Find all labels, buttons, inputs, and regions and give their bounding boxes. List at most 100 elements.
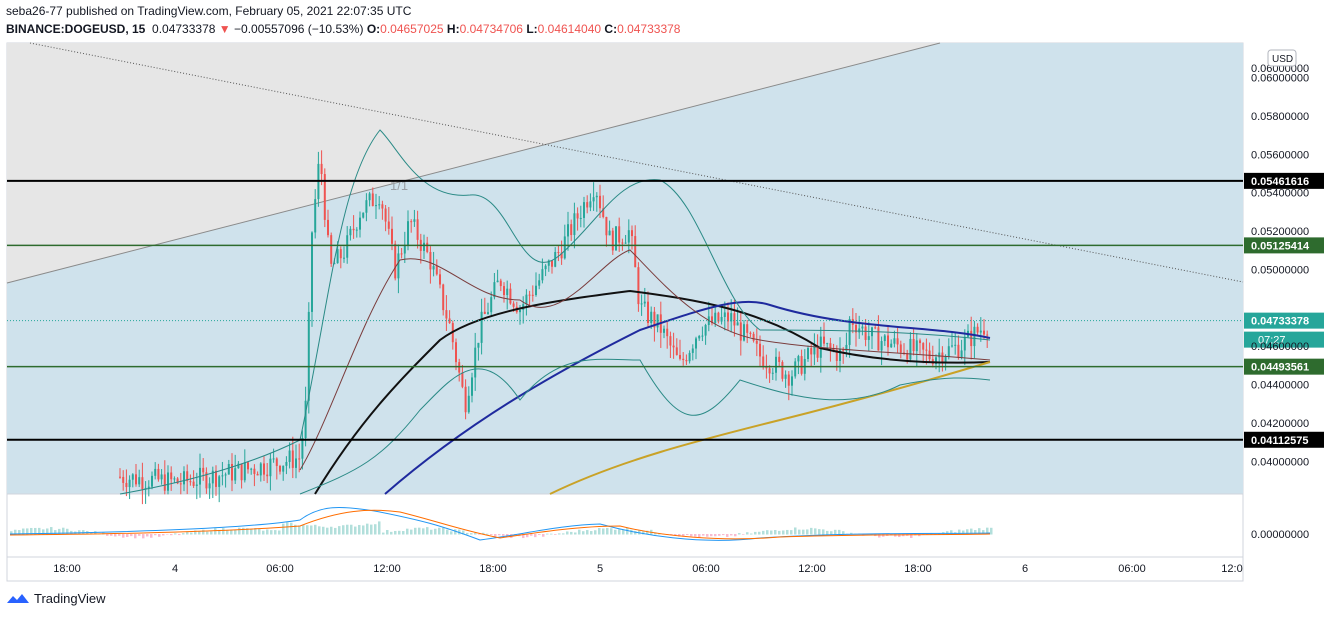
candle-body — [202, 467, 205, 473]
oscillator-bar — [430, 529, 433, 535]
low-value: 0.04614040 — [537, 22, 602, 36]
candle-body — [439, 274, 441, 285]
oscillator-bar — [406, 528, 409, 535]
candle-body — [263, 463, 265, 475]
oscillator-bar — [562, 533, 565, 535]
candle-body — [493, 282, 496, 298]
candle-body — [675, 347, 678, 355]
candle-body — [525, 294, 528, 305]
candle-body — [698, 336, 701, 339]
last-price-label: 0.04733378 — [1251, 316, 1309, 328]
open-label: O: — [366, 22, 381, 36]
candle-body — [669, 336, 672, 346]
candle-body — [119, 476, 121, 478]
oscillator-bar — [946, 531, 949, 535]
y-tick-label: 0.05400000 — [1251, 188, 1309, 200]
oscillator-bar — [290, 522, 293, 535]
candle-body — [627, 230, 630, 243]
oscillator-bar — [634, 530, 637, 535]
y-tick-label: 0.05200000 — [1251, 226, 1309, 238]
oscillator-bar — [646, 530, 649, 535]
oscillator-bar — [338, 526, 341, 535]
oscillator-bar — [534, 534, 537, 538]
candle-body — [544, 265, 547, 270]
candle-body — [275, 458, 278, 466]
oscillator-bar — [182, 533, 185, 535]
candle-body — [778, 356, 781, 363]
candle-body — [413, 219, 416, 222]
oscillator-bar — [50, 527, 53, 535]
candle-body — [663, 328, 665, 333]
oscillator-bar — [186, 531, 189, 535]
oscillator-bar — [582, 531, 585, 535]
candle-body — [727, 312, 729, 322]
oscillator-bar — [830, 531, 833, 535]
candle-body — [247, 462, 249, 470]
candle-body — [839, 349, 841, 361]
oscillator-bar — [990, 527, 993, 535]
bollinger-middle — [299, 249, 991, 471]
oscillator-bar — [258, 528, 261, 535]
candle-body — [701, 335, 704, 337]
candle-body — [640, 303, 643, 305]
candle-body — [909, 338, 912, 360]
candle-body — [285, 461, 288, 466]
oscillator-bar — [498, 534, 501, 536]
oscillator-bar — [38, 527, 41, 535]
candle-body — [519, 309, 521, 313]
candle-body — [925, 349, 928, 351]
candle-body — [554, 251, 557, 267]
oscillator-bar — [218, 529, 221, 535]
oscillator-bar — [622, 529, 625, 535]
candle-body — [861, 326, 864, 329]
oscillator-bar — [294, 524, 297, 535]
candle-body — [147, 486, 150, 488]
oscillator-bar — [422, 528, 425, 535]
oscillator-bar — [758, 531, 761, 535]
candle-body — [163, 474, 166, 491]
oscillator-bar — [146, 534, 149, 537]
candle-body — [467, 395, 470, 413]
candle-body — [183, 471, 185, 485]
candle-body — [567, 224, 569, 237]
candle-body — [288, 450, 291, 462]
candle-body — [823, 336, 825, 344]
oscillator-bar — [270, 530, 273, 535]
oscillator-bar — [138, 534, 141, 536]
oscillator-bar — [966, 529, 969, 535]
candle-body — [240, 463, 243, 481]
candle-body — [563, 236, 566, 259]
oscillator-bar — [58, 528, 61, 535]
candle-body — [781, 362, 784, 379]
oscillator-bar — [982, 530, 985, 535]
oscillator-bar — [806, 529, 809, 535]
oscillator-bar — [566, 531, 569, 535]
candle-body — [387, 221, 390, 229]
candle-body — [448, 318, 451, 324]
candle-body — [752, 333, 755, 341]
oscillator-bar — [462, 530, 465, 535]
candle-body — [666, 328, 669, 337]
countdown-label: 07:27 — [1258, 335, 1286, 347]
candle-body — [679, 354, 681, 359]
oscillator-bar — [410, 529, 413, 535]
candle-body — [426, 242, 429, 252]
countdown-bg — [1244, 331, 1324, 348]
high-label: H: — [446, 22, 460, 36]
oscillator-bar — [486, 533, 489, 535]
y-tick-label: 0.05600000 — [1251, 149, 1309, 161]
oscillator-bar — [178, 534, 181, 536]
y-tick-label: 0.06000000 — [1251, 73, 1309, 85]
symbol-label[interactable]: BINANCE:DOGEUSD, 15 — [6, 22, 146, 36]
x-tick-label: 06:00 — [692, 563, 720, 575]
level-label-3: 0.04112575 — [1251, 435, 1309, 447]
tradingview-brand[interactable]: TradingView — [6, 591, 106, 606]
oscillator-bar — [698, 534, 701, 538]
oscillator-bar — [414, 527, 417, 535]
x-tick-label: 06:00 — [1118, 563, 1146, 575]
oscillator-signal-line — [9, 509, 991, 540]
oscillator-bar — [810, 527, 813, 535]
candle-body — [947, 346, 950, 357]
candle-body — [631, 230, 633, 237]
